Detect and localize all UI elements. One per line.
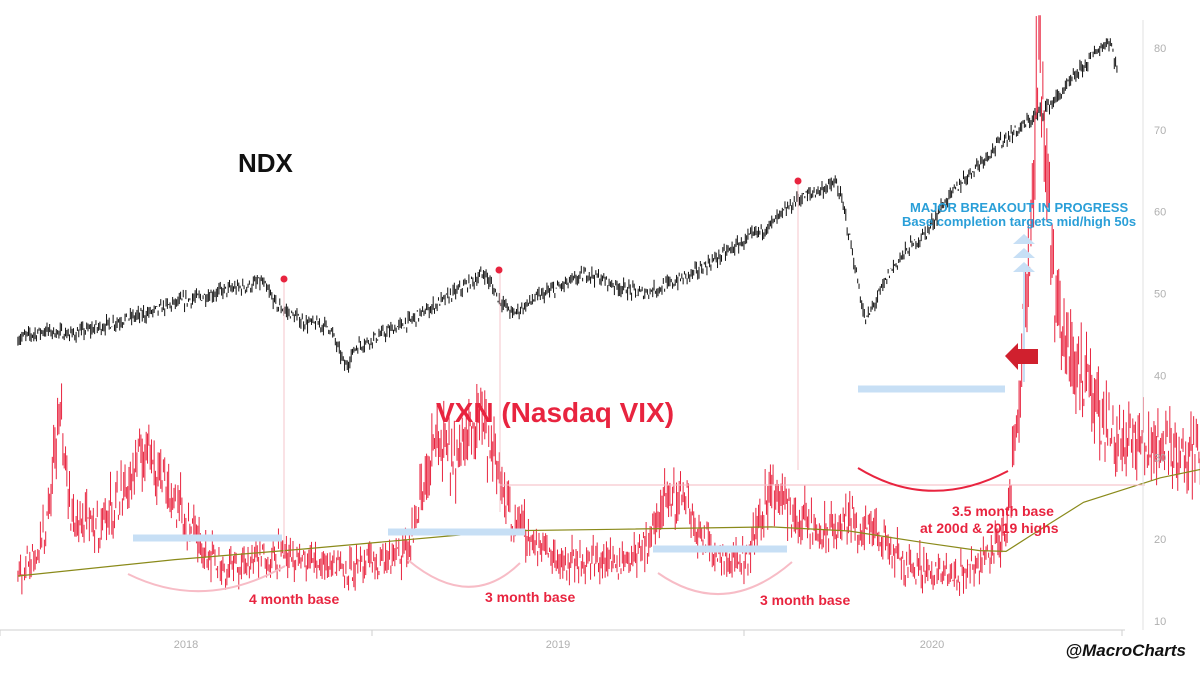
- ndx-title: NDX: [238, 148, 293, 178]
- breakout-title: MAJOR BREAKOUT IN PROGRESS: [910, 200, 1129, 215]
- red-left-arrow-icon: [1005, 343, 1038, 370]
- base-label-4-sub: at 200d & 2019 highs: [920, 520, 1059, 536]
- x-tick-label: 2018: [174, 639, 198, 651]
- x-tick-label: 2020: [920, 639, 944, 651]
- base-arc-2: [407, 559, 521, 588]
- base-label-2: 3 month base: [485, 589, 576, 605]
- ndx-series: [17, 38, 1118, 373]
- y-tick-label: 80: [1154, 43, 1166, 55]
- y-tick-label: 60: [1154, 207, 1166, 219]
- base-arc-3: [657, 561, 793, 596]
- base-label-3: 3 month base: [760, 592, 851, 608]
- y-tick-label: 50: [1154, 289, 1166, 301]
- base-label-4: 3.5 month base: [952, 503, 1054, 519]
- y-tick-label: 30: [1154, 452, 1166, 464]
- base-arc-4: [857, 467, 1009, 492]
- ma-line: [17, 468, 1200, 577]
- breakout-subtitle: Base completion targets mid/high 50s: [902, 214, 1137, 229]
- x-axis: 2018 2019 2020: [0, 629, 1125, 651]
- watermark: @MacroCharts: [1065, 641, 1187, 660]
- x-tick-label: 2019: [546, 639, 570, 651]
- y-tick-label: 10: [1154, 616, 1166, 628]
- y-tick-label: 40: [1154, 370, 1166, 382]
- peak-dot-3: [794, 177, 802, 185]
- y-tick-label: 70: [1154, 125, 1166, 137]
- vxn-title: VXN (Nasdaq VIX): [436, 397, 675, 428]
- peak-dot-2: [495, 266, 503, 274]
- base-label-1: 4 month base: [249, 591, 340, 607]
- peak-dot-1: [280, 275, 288, 283]
- y-tick-label: 20: [1154, 534, 1166, 546]
- vxn-200d-ma: [17, 468, 1200, 577]
- y-axis: 10 20 30 40 50 60 70 80: [1142, 20, 1166, 630]
- base-arc-1: [127, 565, 286, 593]
